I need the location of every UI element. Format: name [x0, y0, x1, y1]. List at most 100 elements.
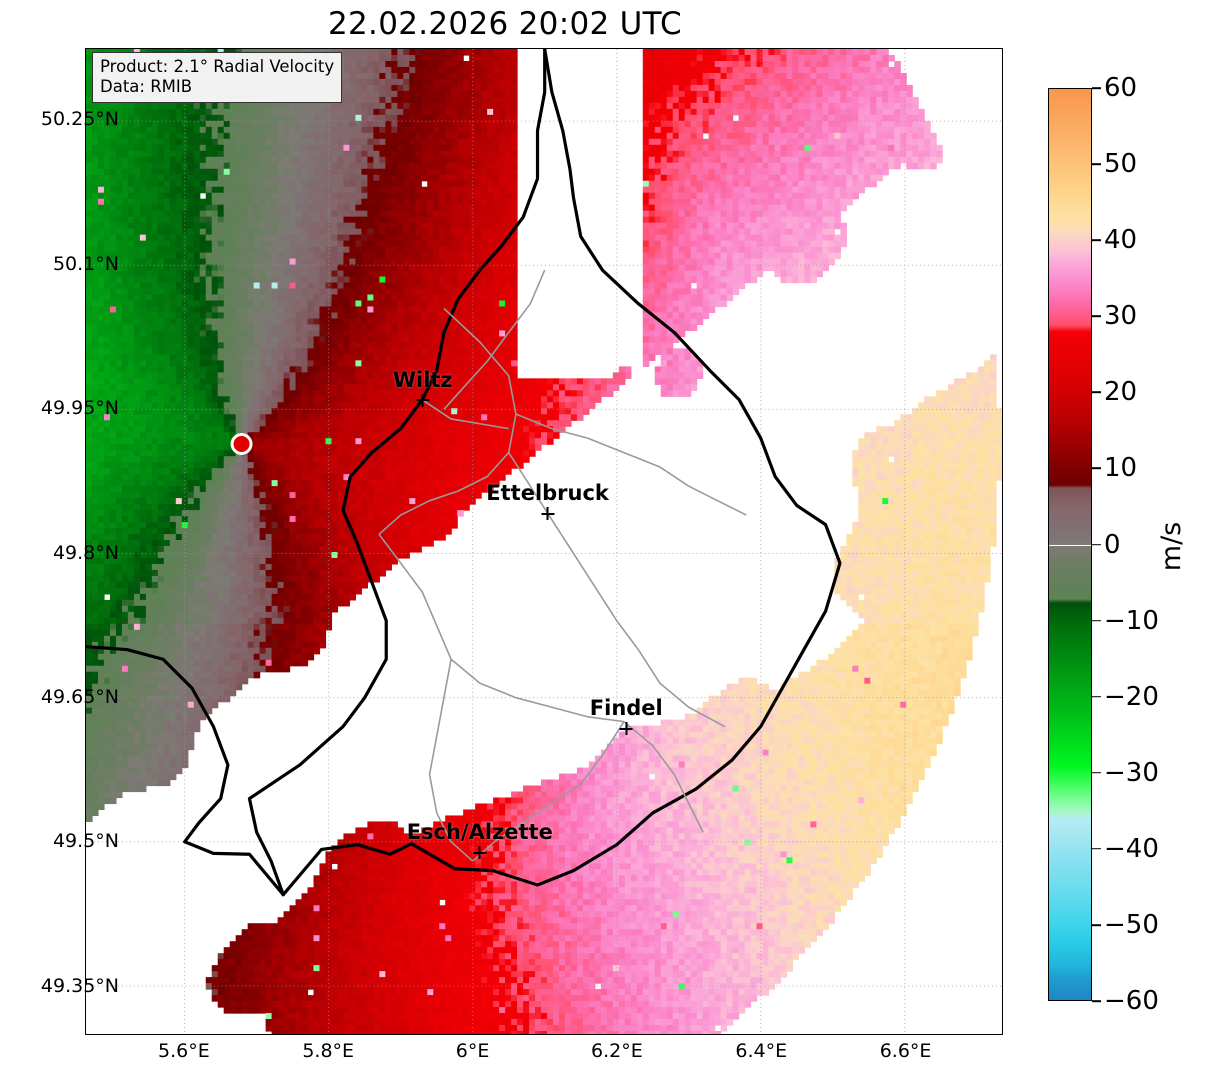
radar-bin [762, 78, 770, 86]
radar-bin [151, 210, 159, 218]
radar-bin [175, 222, 183, 230]
radar-bin [253, 312, 261, 320]
radar-bin [918, 114, 925, 122]
radar-bin [864, 78, 871, 86]
radar-bin [660, 306, 668, 314]
radar-bin [756, 192, 764, 200]
radar-bin [397, 66, 404, 74]
radar-bin [163, 114, 171, 122]
radar-map-plot[interactable] [85, 48, 1003, 1035]
radar-bin [103, 306, 111, 314]
radar-bin [193, 234, 201, 242]
radar-bin [415, 312, 422, 320]
radar-bin [445, 102, 452, 110]
radar-bin [367, 294, 374, 302]
radar-bin [379, 312, 386, 320]
radar-bin [852, 54, 859, 62]
radar-bin [313, 162, 321, 170]
radar-bin [708, 78, 716, 86]
radar-bin [307, 156, 315, 164]
radar-bin [205, 210, 213, 218]
radar-bin [690, 108, 698, 116]
radar-bin [798, 216, 806, 224]
radar-bin [828, 78, 835, 86]
radar-bin [157, 108, 165, 116]
radar-bin [804, 144, 812, 152]
radar-bin [229, 228, 237, 236]
radar-bin [391, 252, 398, 260]
radar-bin [397, 49, 404, 56]
radar-bin [301, 144, 309, 152]
radar-bin [427, 294, 434, 302]
radar-bin [295, 300, 303, 308]
radar-bin [283, 204, 291, 212]
radar-bin [726, 114, 734, 122]
radar-bin [343, 90, 351, 98]
radar-bin [187, 174, 195, 182]
radar-bin [247, 198, 255, 206]
radar-bin [505, 258, 512, 266]
radar-bin [481, 264, 488, 272]
radar-bin [660, 294, 668, 302]
radar-bin [361, 96, 368, 104]
radar-bin [115, 138, 123, 146]
radar-bin [127, 306, 135, 314]
radar-bin [337, 198, 345, 206]
radar-bin [355, 222, 362, 230]
radar-bin [349, 114, 357, 122]
radar-bin [157, 120, 165, 128]
radar-bin [247, 132, 255, 140]
radar-bin [804, 258, 812, 266]
radar-bin [283, 144, 291, 152]
radar-bin [690, 270, 698, 278]
radar-bin [900, 144, 907, 152]
radar-bin [97, 102, 105, 110]
radar-bin [738, 276, 746, 284]
radar-bin [505, 180, 512, 188]
radar-bin [708, 210, 716, 218]
radar-bin [499, 162, 506, 170]
radar-bin [858, 84, 865, 92]
radar-bin [331, 312, 339, 320]
radar-bin [672, 228, 680, 236]
radar-bin [217, 186, 225, 194]
radar-bin [654, 114, 662, 122]
radar-bin [774, 96, 782, 104]
radar-bin [373, 102, 380, 110]
radar-bin [828, 126, 835, 134]
radar-bin [229, 318, 237, 326]
radar-bin [133, 222, 141, 230]
radar-bin [660, 210, 668, 218]
radar-bin [427, 318, 434, 326]
radar-bin [355, 204, 362, 212]
radar-bin [648, 264, 656, 272]
radar-bin [499, 96, 506, 104]
radar-bin [481, 108, 488, 116]
radar-bin [86, 300, 93, 308]
radar-bin [648, 276, 656, 284]
radar-bin [750, 54, 758, 62]
radar-bin [181, 174, 189, 182]
radar-bin [786, 49, 794, 56]
radar-bin [205, 252, 213, 260]
radar-bin [840, 108, 847, 116]
radar-bin [181, 282, 189, 290]
radar-bin [313, 126, 321, 134]
radar-bin [475, 192, 482, 200]
radar-bin [894, 114, 901, 122]
radar-bin [247, 162, 255, 170]
radar-bin [493, 144, 500, 152]
radar-bin [457, 84, 464, 92]
radar-bin [792, 240, 800, 248]
radar-bin [702, 114, 710, 122]
radar-bin [786, 54, 794, 62]
radar-bin [451, 222, 458, 230]
radar-bin [684, 180, 692, 188]
radar-bin [343, 60, 351, 68]
radar-bin [487, 186, 494, 194]
radar-bin [906, 156, 913, 164]
radar-bin [211, 282, 219, 290]
radar-bin [445, 300, 452, 308]
radar-bin [738, 144, 746, 152]
radar-bin [169, 252, 177, 260]
